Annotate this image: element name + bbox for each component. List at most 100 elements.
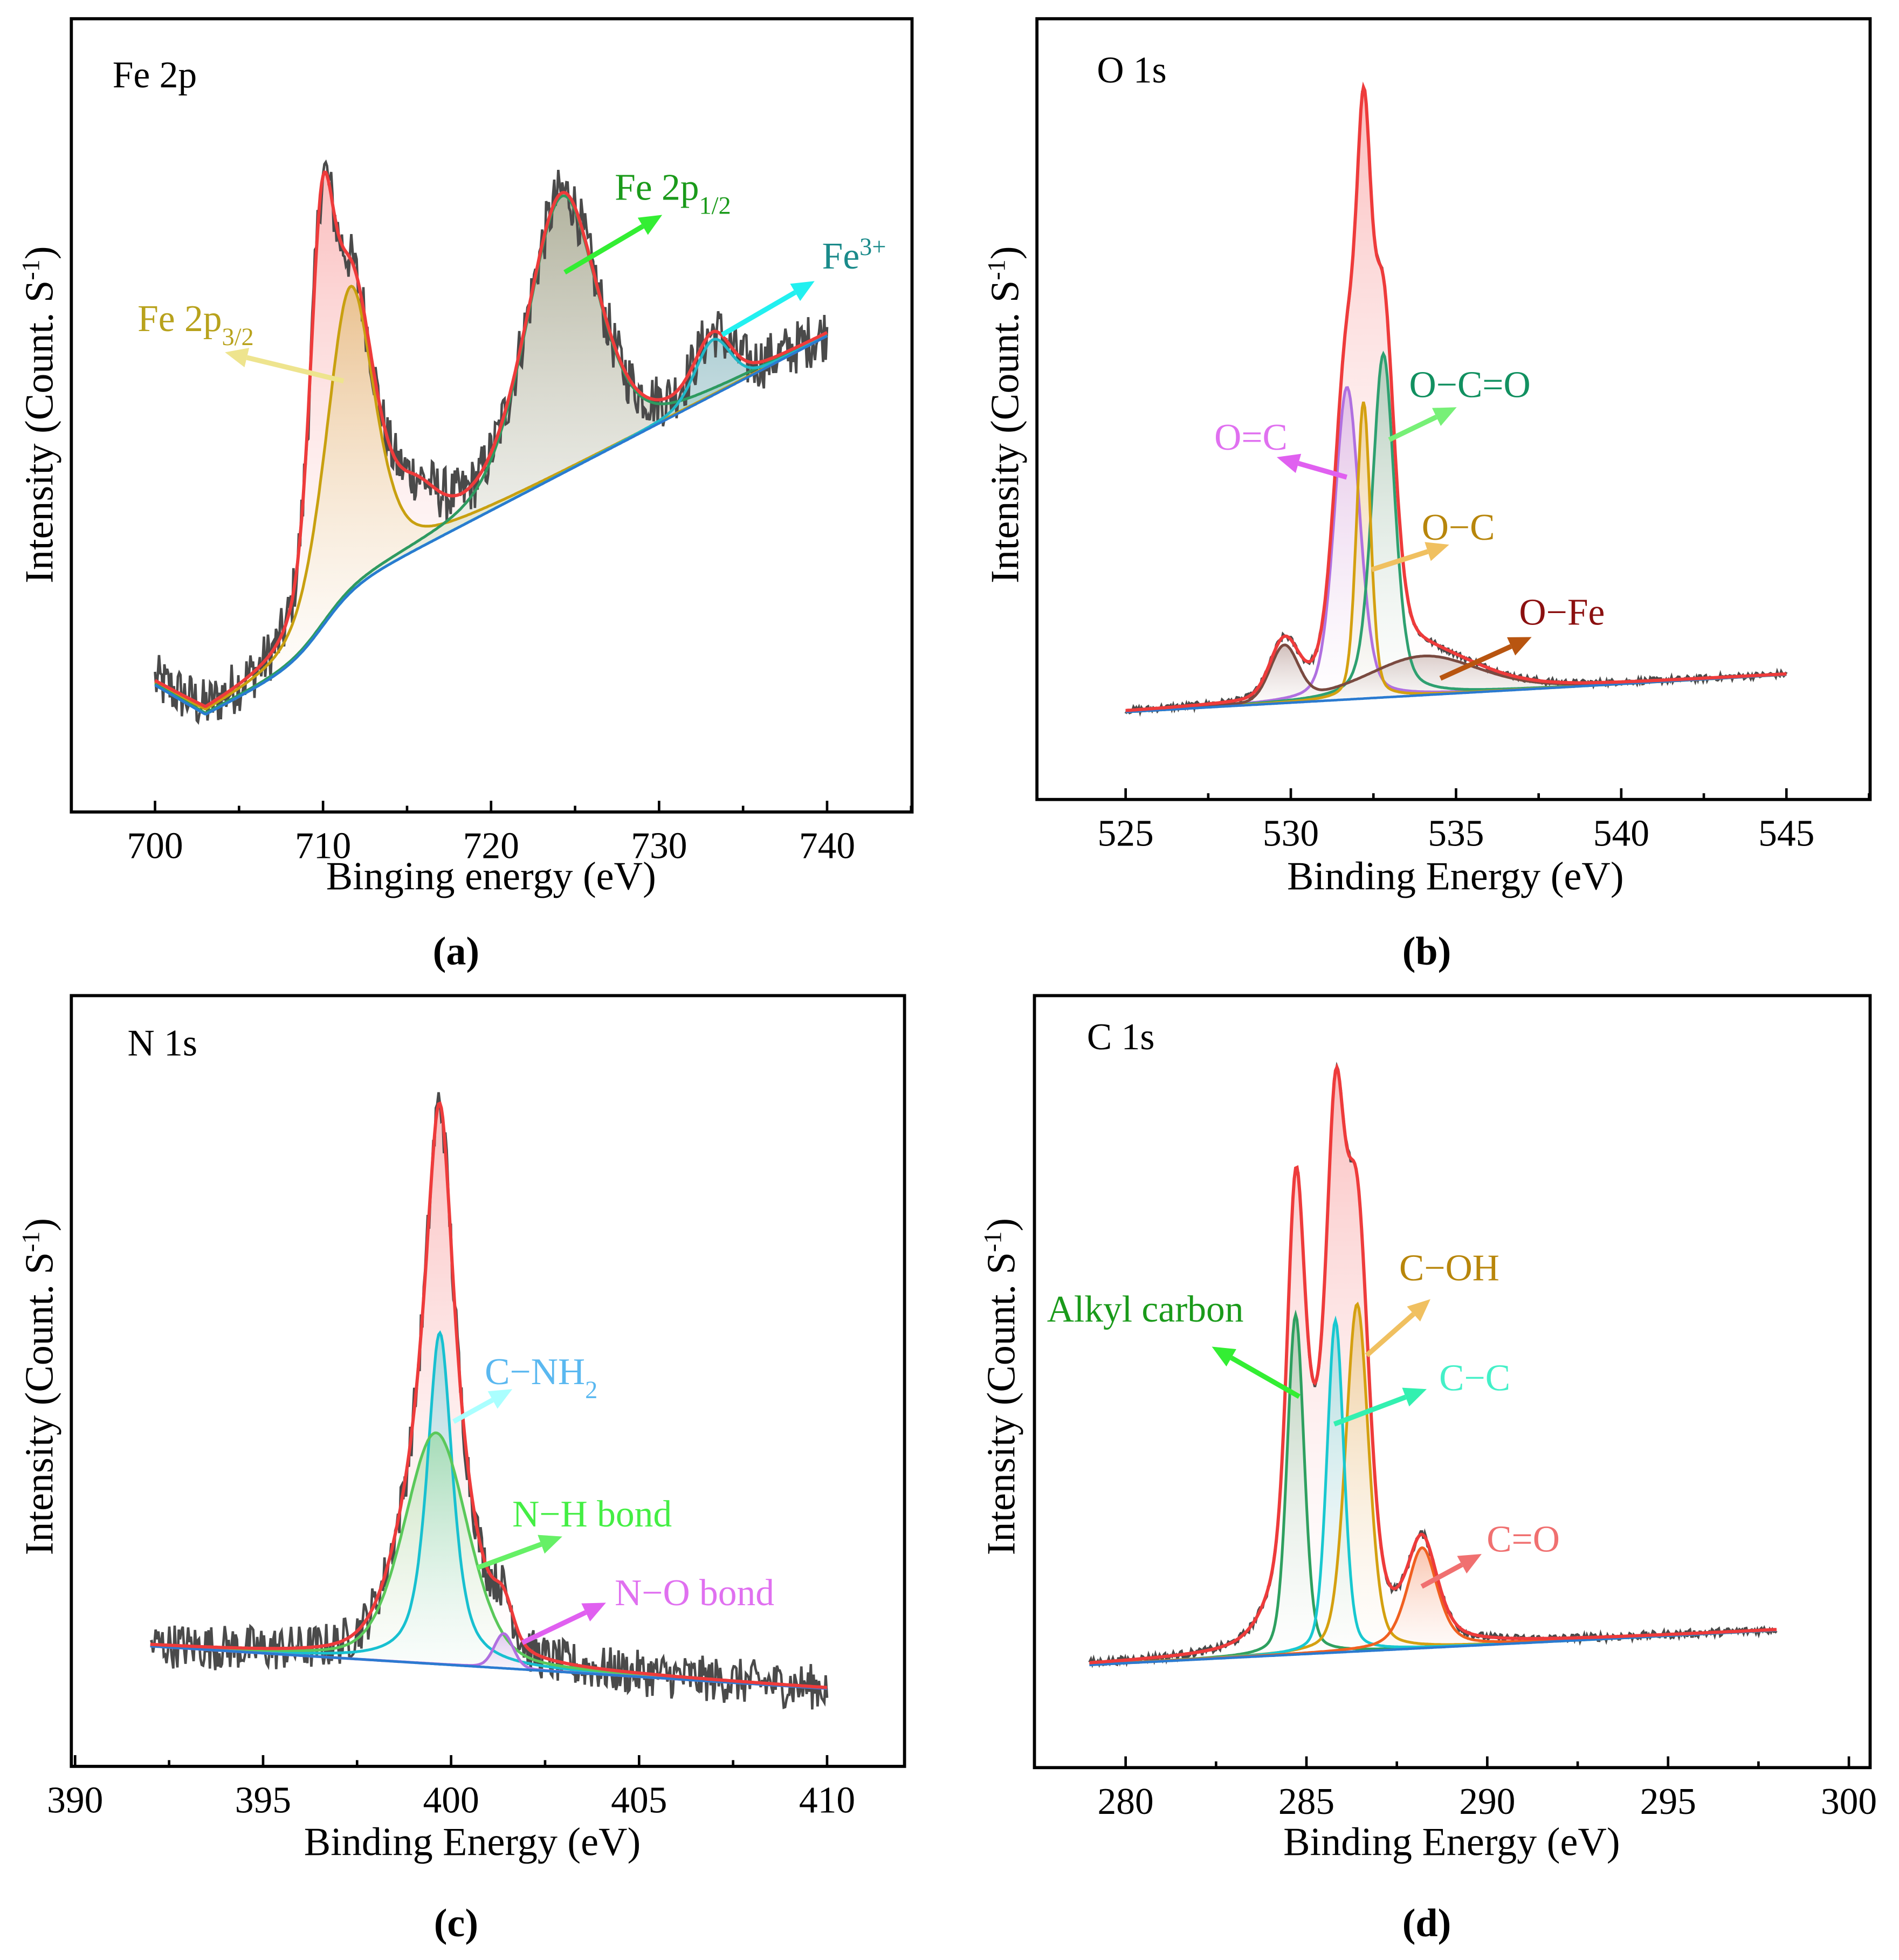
arrowhead-icon — [1425, 542, 1449, 561]
component-label: Fe3+ — [822, 233, 886, 278]
component-label: Fe 2p1/2 — [615, 167, 731, 219]
x-tick-label: 535 — [1428, 813, 1484, 854]
arrowhead-icon — [487, 1389, 513, 1409]
x-tick-label: 410 — [799, 1780, 855, 1821]
x-tick-label: 720 — [463, 826, 519, 867]
annotation-arrow — [1365, 1312, 1415, 1358]
component-label: N−O bond — [615, 1572, 774, 1614]
annotation-arrow — [1420, 1562, 1463, 1589]
arrowhead-icon — [1276, 453, 1302, 473]
envelope-line — [150, 1101, 828, 1689]
component-label: C−OH — [1399, 1248, 1499, 1289]
y-axis-label: Intensity (Count. S-1) — [983, 246, 1028, 583]
axes-frame — [70, 17, 914, 814]
y-axis-label: Intensity (Count. S-1) — [17, 1218, 62, 1555]
arrowhead-icon — [1432, 407, 1457, 427]
component-label: Fe 2p3/2 — [137, 298, 254, 351]
envelope-line — [1125, 81, 1787, 712]
panel-caption: (d) — [1402, 1901, 1451, 1945]
x-tick-label: 280 — [1098, 1781, 1154, 1823]
x-tick-label: 730 — [631, 826, 687, 867]
envelope-line — [154, 170, 828, 708]
x-tick-label: 700 — [127, 826, 183, 867]
arrowhead-icon — [581, 1603, 606, 1622]
component-label: O−Fe — [1519, 592, 1605, 633]
envelope-line — [1089, 1063, 1777, 1665]
annotation-arrow — [521, 1610, 587, 1645]
panel-c: 390 395 400 405 410 Binding Energy (eV) Intens… — [17, 994, 906, 1945]
annotation-arrow — [1230, 1356, 1301, 1399]
axes-frame — [1033, 994, 1872, 1770]
x-tick-label: 710 — [295, 826, 351, 867]
component-label: C=O — [1487, 1518, 1560, 1560]
x-axis-label: Binding Energy (eV) — [1283, 1820, 1620, 1864]
arrowhead-icon — [538, 1535, 562, 1554]
raw-data-line — [154, 159, 829, 725]
x-tick-label: 395 — [235, 1780, 291, 1821]
panel-title: N 1s — [128, 1023, 197, 1064]
component-line — [154, 194, 828, 714]
panel-b: 525 530 535 540 545 Binding Energy (eV) Intens… — [983, 17, 1872, 974]
panel-a: 700 710 720 730 740 Binging energy (eV) Intens… — [17, 17, 914, 974]
arrowhead-icon — [1457, 1554, 1482, 1574]
x-tick-label: 740 — [799, 826, 855, 867]
arrowhead-icon — [790, 281, 815, 301]
x-tick-label: 295 — [1640, 1781, 1696, 1823]
x-tick-label: 400 — [423, 1780, 479, 1821]
component-fill — [155, 335, 827, 714]
x-axis-label: Binding Energy (eV) — [1287, 855, 1623, 899]
annotation-arrow — [563, 224, 644, 275]
annotation-arrow — [1388, 415, 1438, 442]
x-tick-label: 545 — [1758, 813, 1814, 854]
panel-title: C 1s — [1087, 1016, 1155, 1058]
component-fill — [155, 286, 827, 714]
x-tick-label: 530 — [1263, 813, 1319, 854]
component-label: Alkyl carbon — [1047, 1289, 1244, 1330]
arrowhead-icon — [1407, 1299, 1430, 1322]
arrowhead-icon — [1212, 1346, 1236, 1367]
annotation-arrow — [1439, 644, 1512, 681]
panel-caption: (b) — [1402, 930, 1451, 974]
annotation-arrow — [1297, 460, 1348, 480]
component-label: O−C — [1422, 507, 1495, 548]
arrowhead-icon — [225, 348, 250, 368]
x-axis-label: Binging energy (eV) — [326, 855, 656, 899]
panel-title: Fe 2p — [113, 54, 197, 96]
axes-frame — [1035, 17, 1872, 801]
arrowhead-icon — [637, 215, 663, 235]
x-tick-label: 285 — [1278, 1781, 1334, 1823]
annotation-arrow — [476, 1542, 542, 1570]
x-tick-label: 290 — [1459, 1781, 1515, 1823]
x-tick-label: 525 — [1098, 813, 1154, 854]
arrowhead-icon — [1402, 1387, 1427, 1407]
panel-caption: (a) — [433, 930, 479, 974]
component-fill — [150, 1633, 827, 1689]
x-axis-label: Binding Energy (eV) — [304, 1820, 641, 1864]
component-fill — [1089, 1548, 1777, 1665]
component-label: C−C — [1439, 1358, 1510, 1399]
x-tick-label: 300 — [1821, 1781, 1877, 1823]
component-label: N−H bond — [512, 1494, 672, 1535]
annotation-arrow — [1371, 549, 1429, 572]
axes-frame — [70, 994, 906, 1768]
component-line — [154, 334, 828, 716]
y-axis-label: Intensity (Count. S-1) — [17, 246, 62, 583]
x-tick-label: 390 — [47, 1780, 103, 1821]
component-fill — [150, 1433, 827, 1689]
annotation-arrow — [452, 1398, 494, 1424]
panel-title: O 1s — [1097, 50, 1166, 91]
annotation-arrow — [1333, 1394, 1407, 1427]
annotation-arrow — [721, 290, 797, 337]
component-label: O−C=O — [1409, 365, 1531, 406]
component-label: C−NH2 — [485, 1351, 597, 1404]
panel-d: 280 285 290 295 300 Binding Energy (eV) Intens… — [979, 994, 1877, 1945]
background-line — [150, 1645, 828, 1690]
x-tick-label: 405 — [611, 1780, 667, 1821]
annotation-arrow — [246, 355, 345, 384]
component-label: O=C — [1214, 417, 1288, 458]
x-tick-label: 540 — [1593, 813, 1649, 854]
panel-caption: (c) — [434, 1901, 478, 1945]
background-line — [154, 335, 828, 716]
arrowhead-icon — [1506, 637, 1532, 656]
